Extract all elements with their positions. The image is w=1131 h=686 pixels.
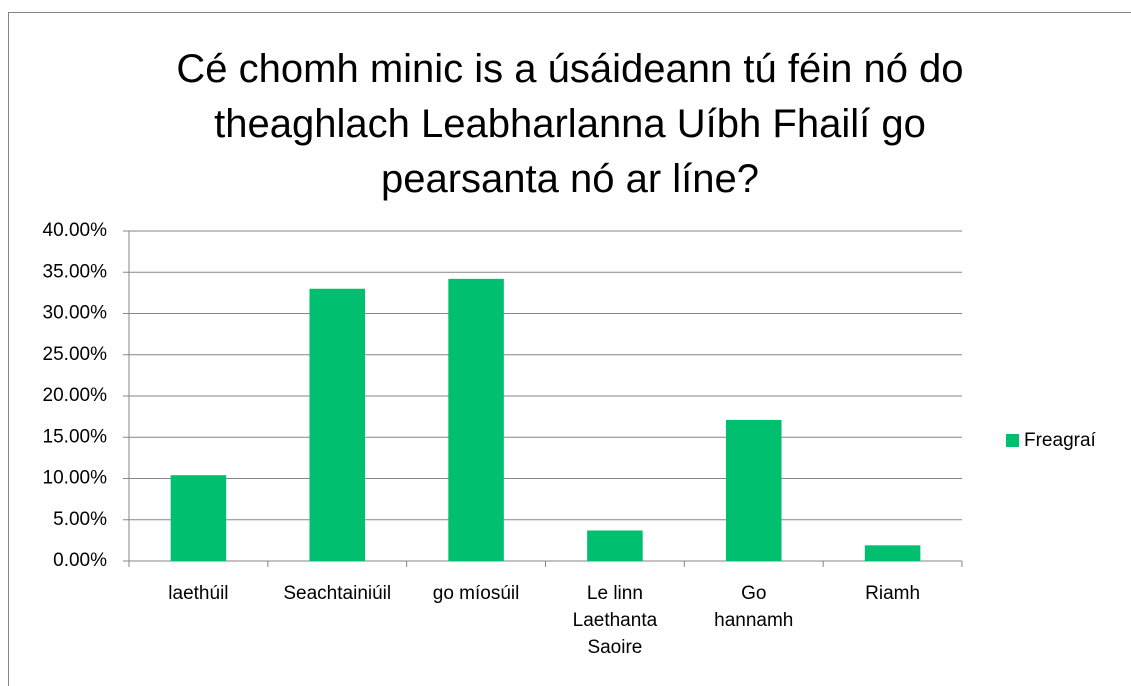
y-tick-label: 25.00% xyxy=(43,344,108,365)
y-tick-label: 15.00% xyxy=(43,426,108,447)
y-tick-label: 20.00% xyxy=(43,385,108,406)
y-tick-label: 30.00% xyxy=(43,303,108,324)
y-tick-label: 10.00% xyxy=(43,468,108,489)
y-tick-label: 40.00% xyxy=(43,220,108,241)
x-tick-label: Riamh xyxy=(865,583,921,604)
bar xyxy=(170,475,227,561)
legend-swatch xyxy=(1006,434,1019,447)
x-tick-label: Le linn Laethanta Saoire xyxy=(572,583,658,658)
bar xyxy=(448,278,504,561)
bar xyxy=(587,530,643,561)
y-tick-label: 5.00% xyxy=(53,509,107,530)
x-tick-label: Go hannamh xyxy=(714,583,794,631)
chart-border xyxy=(8,12,1131,686)
x-tick-label: Seachtainiúil xyxy=(283,583,392,604)
bar xyxy=(864,545,921,561)
x-tick-label: laethúil xyxy=(168,583,229,604)
chart-title: Cé chomh minic is a úsáideann tú féin nó… xyxy=(176,47,964,201)
y-tick-label: 35.00% xyxy=(43,261,108,282)
legend-label: Freagraí xyxy=(1024,430,1097,451)
bar xyxy=(309,288,366,561)
bar xyxy=(725,419,782,561)
x-tick-label: go míosúil xyxy=(432,583,520,604)
y-tick-label: 0.00% xyxy=(53,550,107,571)
